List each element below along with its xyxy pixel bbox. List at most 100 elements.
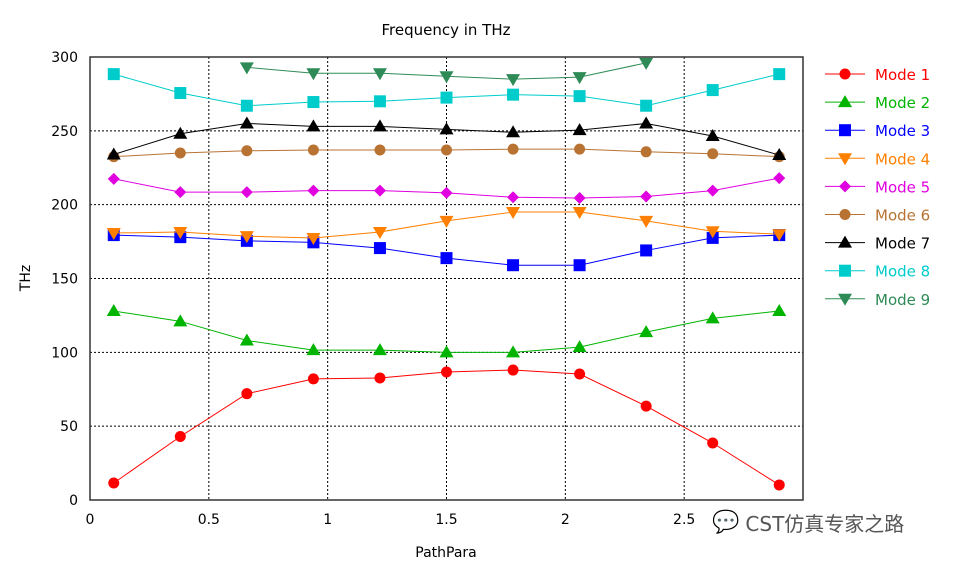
data-point — [705, 311, 720, 324]
legend-item: Mode 2 — [825, 94, 930, 112]
data-point — [439, 122, 454, 135]
legend-item: Mode 3 — [825, 122, 930, 140]
legend-marker — [838, 235, 852, 248]
legend-item: Mode 4 — [825, 150, 930, 168]
data-point — [574, 368, 586, 380]
data-point — [640, 146, 652, 158]
legend-marker — [839, 209, 851, 220]
data-point — [307, 373, 319, 385]
data-point — [506, 125, 521, 138]
data-point — [440, 186, 453, 199]
data-point — [241, 388, 253, 400]
legend-label: Mode 4 — [875, 150, 930, 168]
data-point — [306, 119, 321, 132]
x-tick-label: 1 — [323, 512, 332, 528]
data-point — [574, 143, 586, 155]
data-point — [707, 148, 719, 160]
data-point — [174, 431, 186, 443]
watermark: 💬 CST仿真专家之路 — [712, 508, 904, 537]
legend-item: Mode 1 — [825, 66, 930, 84]
data-point — [639, 57, 654, 70]
data-point — [639, 116, 654, 129]
series-line — [113, 369, 780, 486]
legend-label: Mode 5 — [875, 178, 930, 196]
y-axis-label: THz — [18, 265, 34, 292]
data-point — [306, 233, 321, 246]
data-point — [639, 215, 654, 228]
data-point — [106, 228, 121, 241]
data-point — [373, 95, 386, 108]
data-point — [239, 116, 254, 129]
data-point — [372, 119, 387, 132]
data-point — [706, 84, 719, 97]
data-point — [306, 68, 321, 81]
data-point — [640, 244, 653, 257]
legend-marker — [838, 153, 852, 166]
series-group — [106, 57, 787, 491]
data-point — [705, 129, 720, 142]
legend-label: Mode 8 — [875, 263, 930, 281]
legend-marker — [839, 124, 851, 137]
data-point — [307, 96, 320, 109]
legend-label: Mode 2 — [875, 94, 930, 112]
data-point — [373, 184, 386, 197]
data-point — [173, 314, 188, 327]
ticks: 0 0.5 1 1.5 2 2.5 0 50 100 150 200 250 300 — [51, 50, 695, 528]
data-point — [640, 400, 652, 412]
legend-item: Mode 8 — [825, 263, 930, 281]
data-point — [572, 123, 587, 136]
data-point — [307, 144, 319, 156]
data-point — [506, 207, 521, 220]
watermark-text: CST仿真专家之路 — [745, 512, 905, 536]
data-point — [439, 345, 454, 358]
data-point — [507, 191, 520, 204]
data-point — [440, 252, 453, 265]
x-tick-label: 0.5 — [198, 512, 220, 528]
wechat-icon: 💬 — [712, 510, 740, 535]
data-point — [506, 345, 521, 358]
data-point — [640, 99, 653, 112]
data-point — [639, 325, 654, 338]
data-point — [772, 303, 787, 316]
data-point — [374, 372, 386, 384]
plot-frame — [89, 56, 804, 501]
y-tick-label: 300 — [51, 50, 78, 66]
series-1 — [108, 364, 785, 491]
data-point — [239, 333, 254, 346]
data-point — [507, 143, 519, 155]
x-tick-label: 1.5 — [435, 512, 457, 528]
data-point — [174, 186, 187, 199]
y-tick-label: 200 — [51, 198, 78, 214]
legend-label: Mode 9 — [875, 291, 930, 309]
data-point — [174, 87, 187, 100]
series-7 — [106, 116, 787, 161]
data-point — [174, 147, 186, 159]
x-tick-label: 2 — [561, 512, 570, 528]
data-point — [106, 147, 121, 160]
data-point — [239, 62, 254, 75]
data-point — [240, 99, 253, 112]
data-point — [307, 184, 320, 197]
legend-item: Mode 9 — [825, 291, 930, 309]
data-point — [107, 172, 120, 185]
data-point — [773, 68, 786, 81]
data-point — [572, 340, 587, 353]
data-point — [773, 479, 785, 491]
legend-item: Mode 6 — [825, 207, 930, 225]
data-point — [572, 207, 587, 220]
legend-marker — [839, 68, 851, 80]
data-point — [439, 71, 454, 84]
data-point — [372, 343, 387, 356]
data-point — [374, 144, 386, 156]
data-point — [441, 144, 452, 156]
legend-marker — [839, 264, 851, 277]
y-tick-label: 150 — [51, 272, 78, 288]
legend-label: Mode 6 — [875, 207, 930, 225]
data-point — [241, 145, 253, 157]
data-point — [573, 259, 586, 272]
legend-marker — [838, 95, 852, 108]
data-point — [507, 88, 520, 101]
data-point — [372, 68, 387, 81]
legend: Mode 1 Mode 2 Mode 3 Mode 4 Mode 5 Mode 6 Mode… — [825, 66, 930, 309]
series-5 — [107, 172, 786, 205]
